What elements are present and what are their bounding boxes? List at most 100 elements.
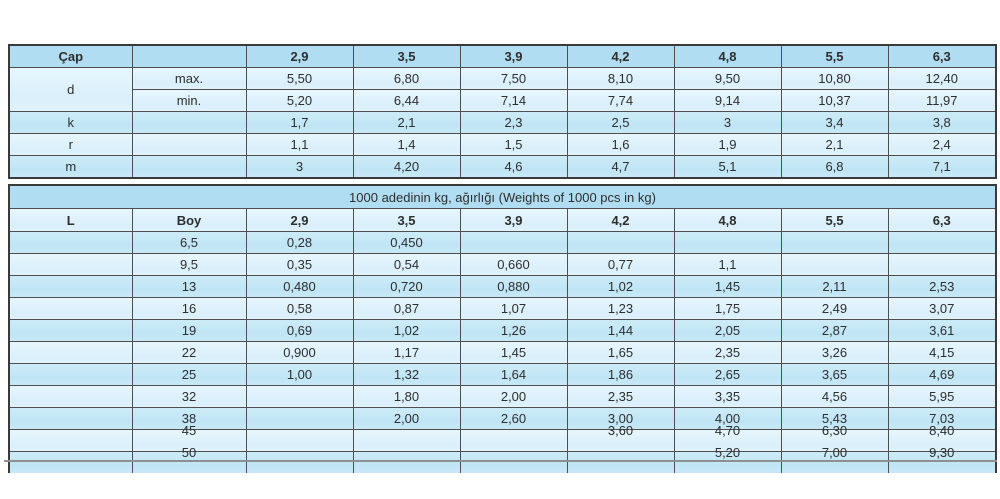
t1-header-cell: 3,9: [459, 44, 568, 68]
t1-value-cell: 1,6: [566, 133, 675, 156]
t1-value-cell: 3,4: [780, 111, 889, 134]
t1-value-cell: 12,40: [887, 67, 997, 90]
t1-value-cell: 3: [673, 111, 782, 134]
dimensions-row: r 1,1 1,4 1,5 1,6 1,9 2,1 2,4: [8, 133, 997, 156]
t2-l-cell: [8, 275, 133, 298]
bottom-horizontal-rule: [4, 460, 997, 462]
t2-value-cell: 0,480: [245, 275, 354, 298]
t1-sub-label: min.: [131, 89, 247, 112]
t1-row-label: d: [8, 67, 133, 112]
t2-value-cell: 1,65: [566, 341, 675, 364]
t2-value-cell: [887, 253, 997, 276]
t2-l-cell: [8, 407, 133, 430]
t2-value-cell: 2,60: [459, 407, 568, 430]
t2-header-cell: Boy: [131, 208, 247, 232]
t1-row-label: m: [8, 155, 133, 179]
t1-value-cell: 1,9: [673, 133, 782, 156]
t2-value-cell: [245, 429, 354, 452]
t2-value-cell: 0,880: [459, 275, 568, 298]
dimensions-row: d max. 5,50 6,80 7,50 8,10 9,50 10,80 12,40: [8, 67, 997, 112]
t2-boy-cell: 9,5: [131, 253, 247, 276]
t2-value-cell-text: 6,30: [821, 423, 848, 438]
t2-value-cell: [459, 429, 568, 452]
weights-row: 32 1,80 2,00 2,35 3,35 4,56 5,95: [8, 385, 997, 408]
t2-value-cell: [887, 231, 997, 254]
t2-value-cell: 4,00: [673, 407, 782, 430]
t1-header-cell: [131, 44, 247, 68]
t2-header-cell: 6,3: [887, 208, 997, 232]
t2-value-cell: 0,720: [352, 275, 461, 298]
t2-header-cell: 3,9: [459, 208, 568, 232]
t1-value-cell: 7,74: [566, 89, 675, 112]
t2-value-cell: 1,32: [352, 363, 461, 386]
t1-value-cell: 10,80: [780, 67, 889, 90]
t2-value-cell: 2,49: [780, 297, 889, 320]
t1-value-cell: 4,6: [459, 155, 568, 179]
t2-value-cell: 0,660: [459, 253, 568, 276]
t1-value-cell: 3,8: [887, 111, 997, 134]
t2-boy-cell: 32: [131, 385, 247, 408]
t2-value-cell: 1,02: [352, 319, 461, 342]
t2-value-cell: 0,28: [245, 231, 354, 254]
t2-value-cell-text: 8,40: [929, 423, 955, 438]
t2-value-cell-text: 9,30: [929, 445, 955, 460]
t2-value-cell: 1,45: [459, 341, 568, 364]
t1-sub-label: [131, 133, 247, 156]
t1-value-cell: 5,1: [673, 155, 782, 179]
t2-value-cell: 0,87: [352, 297, 461, 320]
t2-value-cell: 0,35: [245, 253, 354, 276]
t2-header-cell: L: [8, 208, 133, 232]
t2-value-cell: 1,00: [245, 363, 354, 386]
t2-boy-cell-text: 45: [181, 423, 197, 438]
t2-header-cell: 4,8: [673, 208, 782, 232]
t2-value-cell: 3,61: [887, 319, 997, 342]
t2-value-cell-text: 5,20: [714, 445, 741, 460]
t2-value-cell: 1,02: [566, 275, 675, 298]
weights-row: 38 2,00 2,60 3,00 4,00 5,43 7,03: [8, 407, 997, 430]
t2-value-cell-text: 3,60: [607, 423, 634, 438]
t2-header-cell: 2,9: [245, 208, 354, 232]
t2-value-cell: 3,65: [780, 363, 889, 386]
weights-table: 1000 adedinin kg, ağırlığı (Weights of 1…: [8, 184, 997, 473]
t1-value-cell: 7,14: [459, 89, 568, 112]
t2-value-cell: 2,00: [459, 385, 568, 408]
t2-value-cell: [352, 451, 461, 473]
t1-value-cell: 9,50: [673, 67, 782, 90]
t1-header-cell: 3,5: [352, 44, 461, 68]
t1-value-cell: 2,1: [780, 133, 889, 156]
t1-header-cell: 4,2: [566, 44, 675, 68]
t1-sub-label: max.: [131, 67, 247, 90]
t1-value-cell: 1,1: [245, 133, 354, 156]
t2-value-cell: 1,1: [673, 253, 782, 276]
t1-value-cell: 1,4: [352, 133, 461, 156]
weights-row: 45 3,60 4,70 6,30 8,40: [8, 423, 997, 452]
t2-boy-cell: 13: [131, 275, 247, 298]
t2-boy-cell: 6,5: [131, 231, 247, 254]
t2-l-cell: [8, 429, 133, 452]
t2-value-cell: [566, 451, 675, 473]
t2-value-cell: 9,30: [887, 445, 997, 473]
t2-boy-cell: 19: [131, 319, 247, 342]
weights-title-row: 1000 adedinin kg, ağırlığı (Weights of 1…: [8, 184, 997, 209]
t1-value-cell: 6,44: [352, 89, 461, 112]
t2-l-cell: [8, 253, 133, 276]
t2-value-cell: 7,00: [780, 445, 889, 473]
t2-value-cell: 5,20: [673, 445, 782, 473]
t1-value-cell: 7,50: [459, 67, 568, 90]
t2-value-cell: 0,450: [352, 231, 461, 254]
t1-header-cell: 2,9: [245, 44, 354, 68]
t2-header-cell: 3,5: [352, 208, 461, 232]
t2-value-cell: 4,69: [887, 363, 997, 386]
t2-value-cell: 1,23: [566, 297, 675, 320]
t2-value-cell: [780, 231, 889, 254]
t2-value-cell: 4,70: [673, 423, 782, 452]
t1-value-cell: 8,10: [566, 67, 675, 90]
t1-header-cell: 6,3: [887, 44, 997, 68]
t2-value-cell: 0,900: [245, 341, 354, 364]
t1-header-cell: 5,5: [780, 44, 889, 68]
t2-value-cell: [566, 231, 675, 254]
t2-value-cell: 5,95: [887, 385, 997, 408]
t1-value-cell: 1,7: [245, 111, 354, 134]
t2-value-cell: [352, 429, 461, 452]
t2-value-cell: 2,53: [887, 275, 997, 298]
